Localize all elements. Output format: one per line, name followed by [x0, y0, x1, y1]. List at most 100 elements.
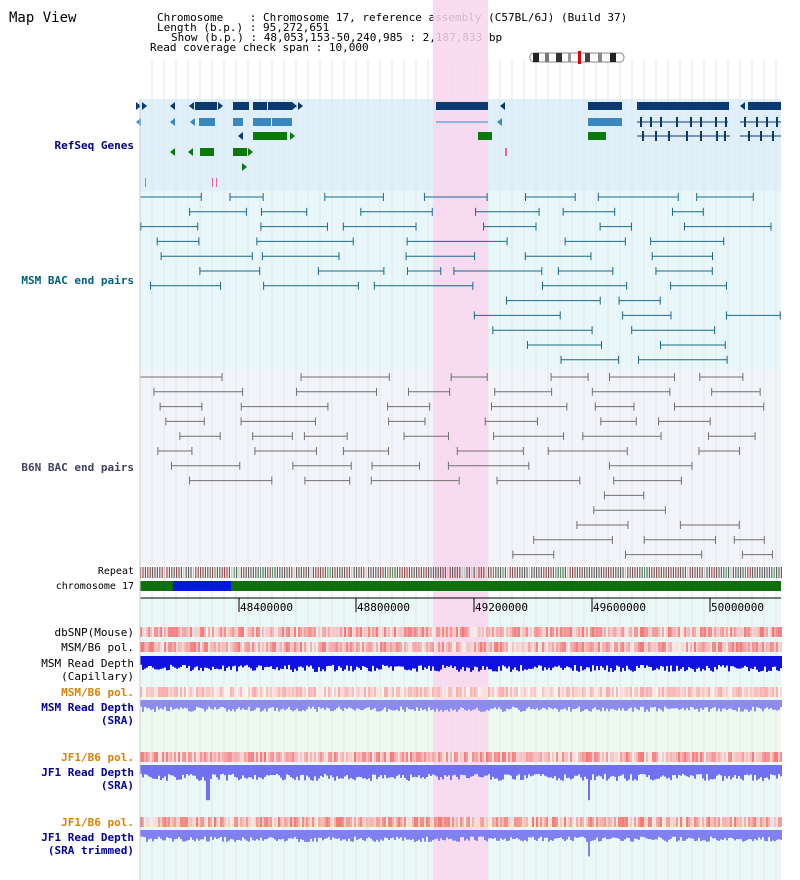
msm-depth-cap-bar [630, 656, 632, 671]
jf1-pol-sra-cell [402, 752, 404, 762]
dbsnp-cell [146, 627, 148, 637]
msm-pol-cap-cell [374, 642, 376, 652]
repeat-mark [593, 567, 595, 578]
jf1-depth-trim-bar [408, 830, 410, 840]
msm-pol-sra-cell [464, 687, 466, 697]
dbsnp-cell [170, 627, 172, 637]
repeat-mark [543, 567, 545, 578]
jf1-depth-trim-bar [178, 830, 180, 838]
dbsnp-cell [214, 627, 216, 637]
msm-pol-cap-cell [522, 642, 524, 652]
msm-pol-cap-cell [762, 642, 764, 652]
msm-pol-sra-cell [598, 687, 600, 697]
msm-depth-cap-bar [284, 656, 286, 666]
msm-pol-cap-cell [348, 642, 350, 652]
jf1-pol-trim-cell [320, 817, 322, 827]
jf1-depth-trim-bar [198, 830, 200, 841]
jf1-pol-sra-cell [440, 752, 442, 762]
jf1-depth-trim-bar [428, 830, 430, 842]
msm-pol-cap-cell [208, 642, 210, 652]
dbsnp-cell [540, 627, 542, 637]
msm-pol-cap-cell [482, 642, 484, 652]
jf1-depth-sra-bar [308, 765, 310, 778]
msm-pol-sra-cell [146, 687, 148, 697]
msm-depth-cap-bar [680, 656, 682, 669]
msm-depth-cap-bar [626, 656, 628, 666]
track-label-b6n-bac[interactable]: B6N BAC end pairs [21, 461, 134, 474]
dbsnp-cell [498, 627, 500, 637]
msm-depth-sra-bar [296, 700, 298, 709]
jf1-depth-trim-bar [236, 830, 238, 841]
msm-depth-sra-bar [344, 700, 346, 708]
jf1-pol-trim-cell [524, 817, 526, 827]
jf1-depth-sra-bar [568, 765, 570, 778]
jf1-depth-sra-bar [356, 765, 358, 778]
track-label-msm-bac[interactable]: MSM BAC end pairs [21, 274, 134, 287]
msm-pol-cap-cell [704, 642, 706, 652]
msm-pol-cap-cell [172, 642, 174, 652]
msm-depth-cap-bar [766, 656, 768, 672]
repeat-mark [456, 567, 458, 578]
msm-pol-sra-cell [612, 687, 614, 697]
msm-pol-cap-cell [168, 642, 170, 652]
jf1-depth-sra-bar [532, 765, 534, 776]
jf1-pol-sra-cell [540, 752, 542, 762]
msm-pol-cap-cell [536, 642, 538, 652]
msm-pol-sra-cell [402, 687, 404, 697]
jf1-depth-trim-bar [484, 830, 486, 840]
jf1-pol-sra-cell [522, 752, 524, 762]
jf1-pol-sra-cell [474, 752, 476, 762]
dbsnp-cell [732, 627, 734, 637]
msm-depth-cap-bar [190, 656, 192, 672]
jf1-pol-trim-cell [530, 817, 532, 827]
repeat-mark [658, 567, 660, 578]
msm-pol-sra-cell [414, 687, 416, 697]
jf1-depth-sra-bar [768, 765, 770, 780]
msm-pol-sra-cell [516, 687, 518, 697]
msm-pol-sra-cell [588, 687, 590, 697]
jf1-pol-sra-cell [352, 752, 354, 762]
jf1-depth-sra-bar [496, 765, 498, 779]
msm-pol-cap-cell [200, 642, 202, 652]
dbsnp-cell [282, 627, 284, 637]
jf1-depth-trim-bar [684, 830, 686, 841]
msm-depth-cap-bar [602, 656, 604, 668]
msm-depth-cap-bar [206, 656, 208, 668]
jf1-pol-trim-cell [548, 817, 550, 827]
repeat-mark [214, 567, 216, 578]
msm-pol-cap-cell [302, 642, 304, 652]
jf1-depth-sra-bar [284, 765, 286, 780]
msm-pol-cap-cell [658, 642, 660, 652]
dbsnp-cell [276, 627, 278, 637]
msm-pol-sra-cell [268, 687, 270, 697]
jf1-depth-trim-bar [696, 830, 698, 841]
repeat-mark [375, 567, 377, 578]
jf1-pol-trim-cell [502, 817, 504, 827]
jf1-pol-trim-cell [402, 817, 404, 827]
jf1-depth-sra-bar [488, 765, 490, 775]
msm-pol-sra-cell [560, 687, 562, 697]
msm-pol-cap-cell [702, 642, 704, 652]
jf1-pol-trim-cell [750, 817, 752, 827]
msm-pol-cap-cell [196, 642, 198, 652]
jf1-pol-sra-cell [766, 752, 768, 762]
msm-depth-sra-bar [760, 700, 762, 709]
msm-depth-cap-bar [394, 656, 396, 667]
track-label-refseq[interactable]: RefSeq Genes [54, 139, 134, 152]
jf1-pol-sra-cell [198, 752, 200, 762]
jf1-pol-trim-cell [248, 817, 250, 827]
jf1-pol-trim-cell [376, 817, 378, 827]
jf1-pol-trim-cell [392, 817, 394, 827]
repeat-mark [519, 567, 521, 578]
msm-depth-sra-bar [636, 700, 638, 709]
dbsnp-cell [388, 627, 390, 637]
jf1-depth-trim-bar [580, 830, 582, 837]
msm-pol-cap-cell [464, 642, 466, 652]
msm-depth-sra-bar [206, 700, 208, 710]
repeat-mark [687, 567, 689, 578]
msm-depth-sra-bar [578, 700, 580, 707]
msm-depth-sra-bar [254, 700, 256, 710]
jf1-depth-trim-bar [148, 830, 150, 840]
repeat-mark [677, 567, 679, 578]
